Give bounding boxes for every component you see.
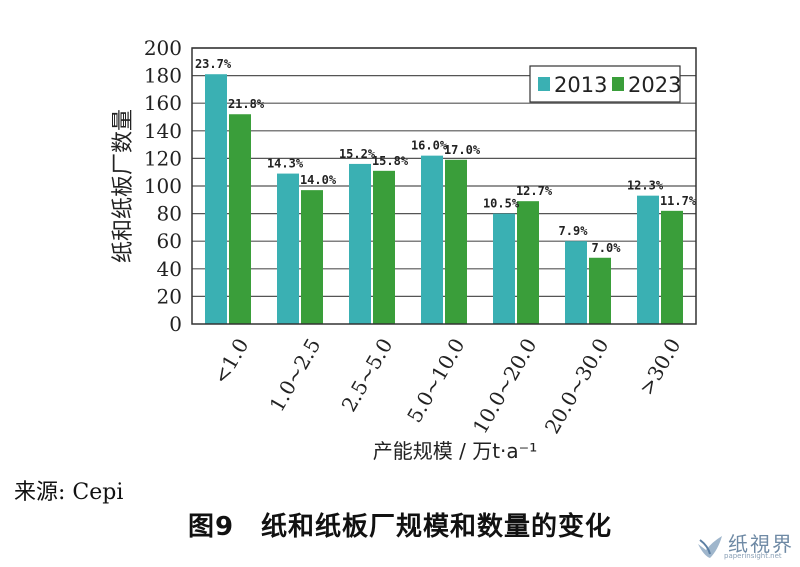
bar-2023-1: [301, 190, 323, 324]
source-note: 来源: Cepi: [14, 480, 124, 505]
bar-2023-5: [589, 257, 611, 324]
y-axis-label: 纸和纸板厂数量: [111, 109, 136, 263]
bar-2013-6: [637, 195, 659, 324]
data-label: 12.7%: [516, 184, 553, 198]
y-tick-label: 100: [144, 174, 182, 198]
bar-2023-0: [229, 114, 251, 325]
bar-2013-3: [421, 155, 443, 324]
figure-caption: 图9 纸和纸板厂规模和数量的变化: [187, 512, 613, 542]
y-tick-label: 20: [157, 284, 182, 308]
watermark: 纸視界 paperinsight.net: [694, 528, 794, 564]
y-tick-label: 200: [144, 36, 182, 60]
x-tick-label: 10.0~20.0: [468, 334, 542, 438]
data-labels: 23.7% 21.8% 14.3% 14.0%15.2%15.8%16.0%17.0%…: [195, 57, 697, 255]
legend-label-2023: 2023: [628, 73, 681, 97]
plot-frame: [191, 47, 697, 325]
x-tick-label: >30.0: [634, 334, 685, 399]
watermark-url: paperinsight.net: [724, 552, 782, 560]
legend-box: [529, 65, 681, 103]
legend-swatch-2023: [612, 77, 624, 91]
data-label: 7.9%: [559, 224, 589, 238]
x-tick-label: 5.0~10.0: [402, 334, 469, 427]
data-label: 10.5%: [483, 197, 520, 211]
bar-2023-3: [445, 159, 467, 324]
watermark-name: 纸視界: [728, 532, 794, 556]
data-label: 11.7%: [660, 194, 697, 208]
x-tick-label: 2.5~5.0: [337, 334, 398, 416]
data-label: 15.2%: [339, 147, 376, 161]
data-label: 12.3%: [627, 179, 664, 193]
y-tick-label: 120: [144, 146, 182, 170]
legend-label-2013: 2013: [554, 73, 607, 97]
x-tick-label: 1.0~2.5: [265, 334, 326, 416]
y-tick-label: 80: [157, 202, 182, 226]
data-label: 23.7%: [195, 57, 232, 71]
legend: 2013 2023: [529, 65, 681, 103]
x-axis-label: 产能规模 / 万t·a⁻¹: [373, 439, 537, 463]
data-label: 7.0%: [592, 241, 622, 255]
chart: 23.7% 21.8% 14.3% 14.0%15.2%15.8%16.0%17.0%…: [111, 36, 697, 463]
y-tick-label: 0: [169, 312, 182, 336]
bar-2013-2: [349, 163, 371, 324]
bar-2013-0: [205, 74, 227, 324]
legend-swatch-2013: [538, 77, 550, 91]
data-label: 14.3%: [267, 157, 304, 171]
data-label: 21.8%: [228, 97, 265, 111]
y-tick-label: 140: [144, 119, 182, 143]
data-label: 16.0%: [411, 139, 448, 153]
x-tick-label: <1.0: [208, 334, 253, 388]
data-label: 17.0%: [444, 143, 481, 157]
watermark-logo-icon: [698, 536, 722, 558]
bar-2023-6: [661, 210, 683, 324]
y-tick-label: 60: [157, 229, 182, 253]
y-tick-label: 180: [144, 64, 182, 88]
data-label: 15.8%: [372, 154, 409, 168]
bar-2013-1: [277, 173, 299, 324]
x-tick-label: 20.0~30.0: [540, 334, 614, 438]
bar-2023-4: [517, 201, 539, 324]
data-label: 14.0%: [300, 173, 337, 187]
bars: [205, 74, 683, 325]
bar-2013-4: [493, 213, 515, 324]
bar-2023-2: [373, 170, 395, 324]
y-tick-label: 160: [144, 91, 182, 115]
y-tick-label: 40: [157, 257, 182, 281]
bar-2013-5: [565, 241, 587, 324]
